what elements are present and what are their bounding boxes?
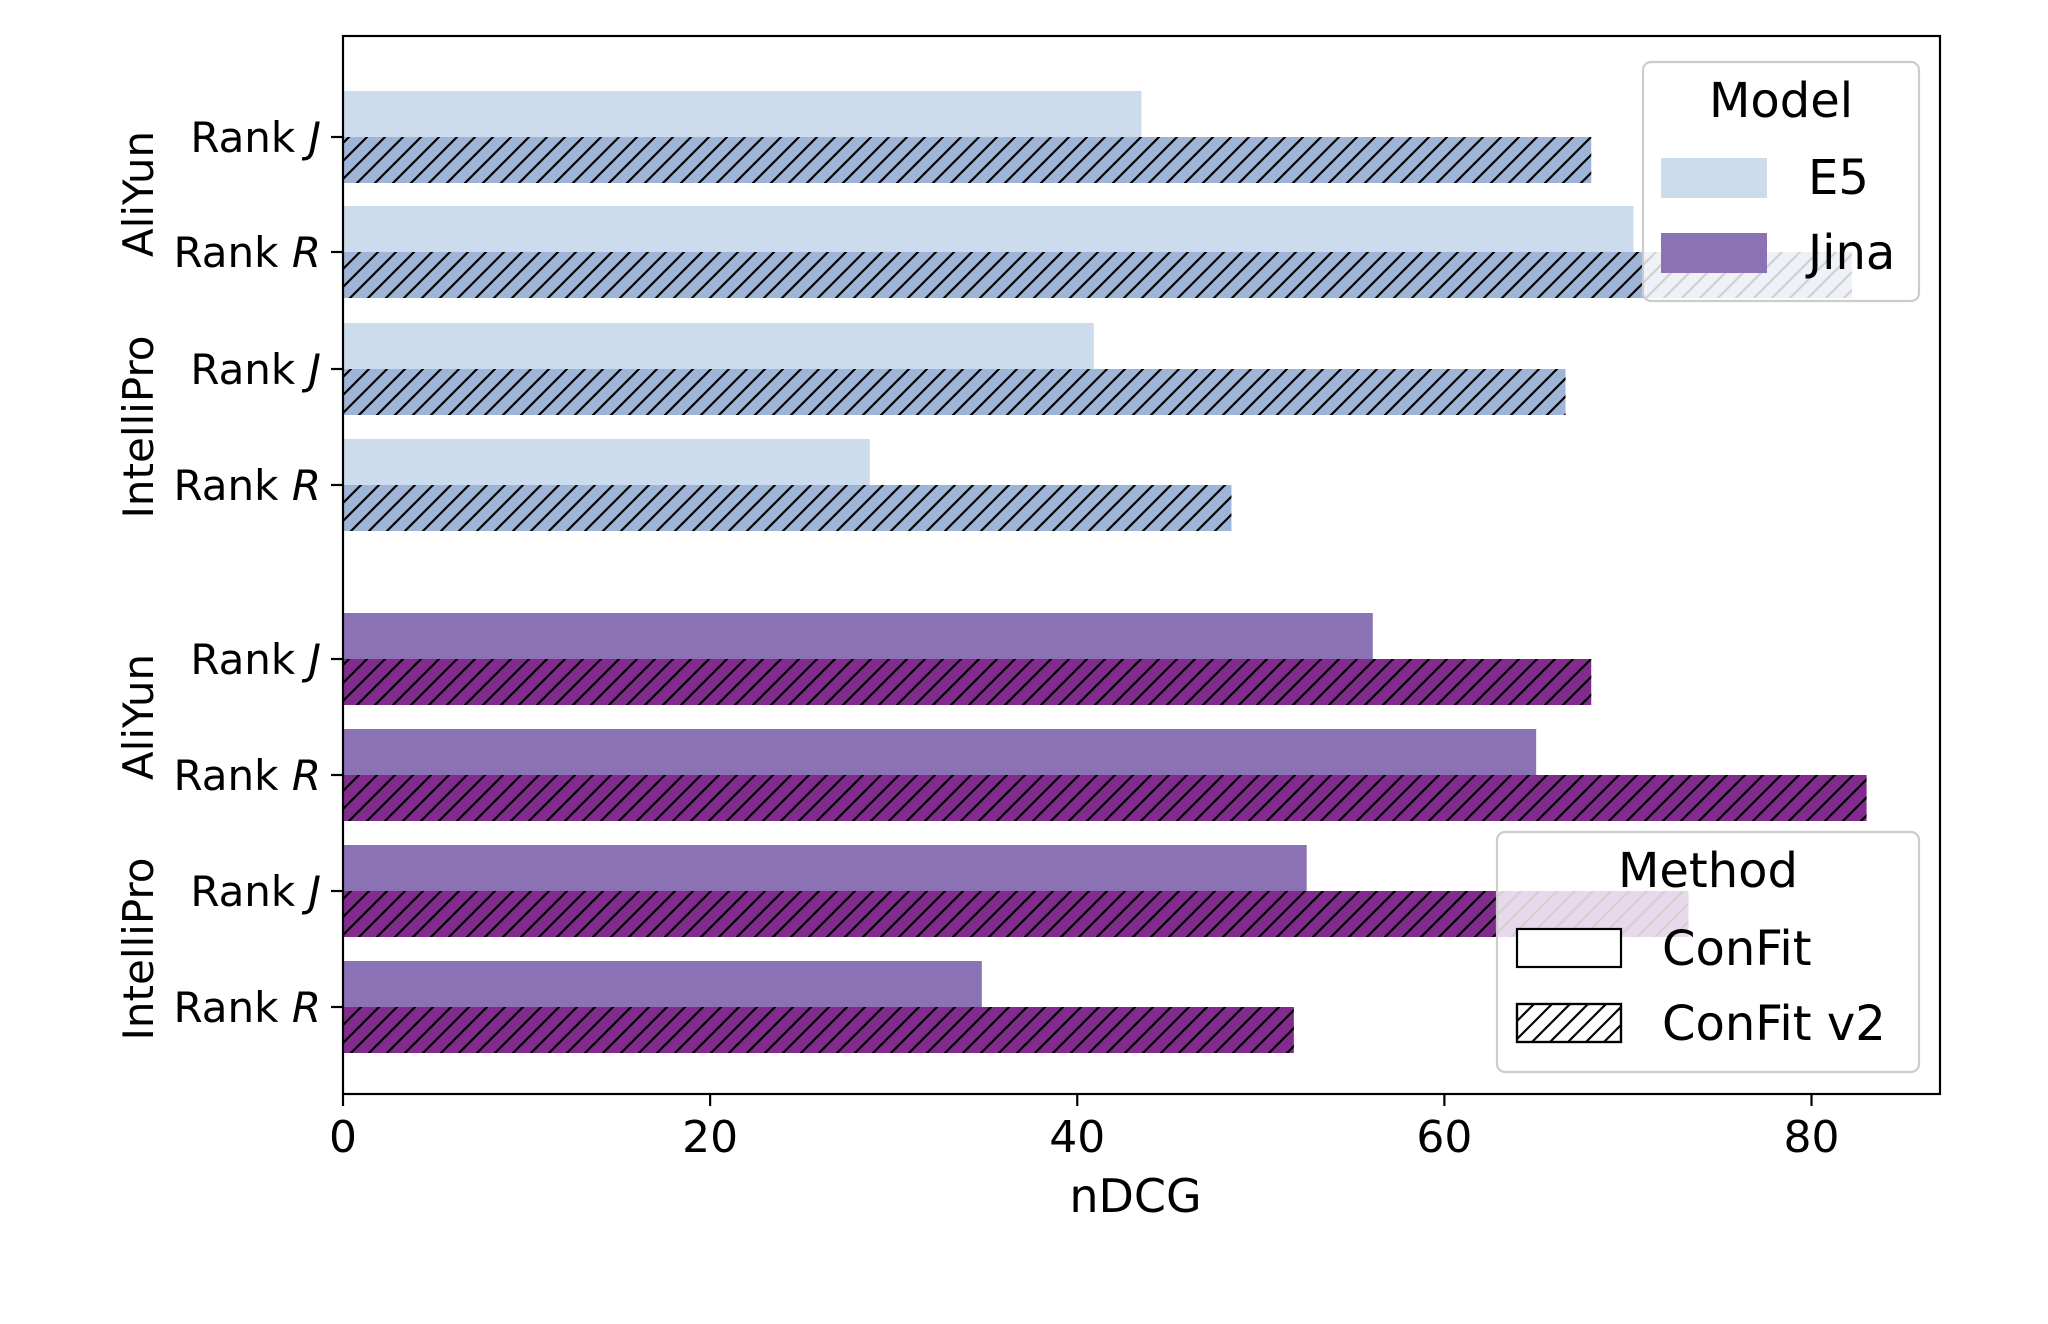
bar-e5-intellipro-rank-j-confit: [343, 323, 1094, 369]
group-label-aliyun: AliYun: [114, 654, 163, 780]
group-label-intellipro: IntelliPro: [114, 858, 163, 1041]
model-legend: Model E5 Jina: [1641, 60, 1921, 303]
y-tick-label: Rank R: [174, 751, 321, 800]
legend-layer: Model E5 Jina Method ConFit ConFit v2: [1495, 60, 1921, 1074]
legend-swatch-jina: [1661, 233, 1767, 273]
legend-title: Method: [1618, 843, 1798, 899]
group-label-intellipro: IntelliPro: [114, 336, 163, 519]
legend-label-e5: E5: [1808, 150, 1869, 206]
bar-jina-aliyun-rank-j-confit: [343, 613, 1373, 659]
x-tick-label: 20: [682, 1112, 738, 1163]
bar-hatch-overlay: [343, 1007, 1294, 1053]
bar-hatch-overlay: [343, 891, 1689, 937]
bar-hatch-overlay: [343, 369, 1566, 415]
x-tick-label: 80: [1784, 1112, 1840, 1163]
bar-hatch-overlay: [343, 252, 1852, 298]
legend-title: Model: [1709, 73, 1853, 129]
x-tick-label: 0: [329, 1112, 357, 1163]
legend-label-confit-v2: ConFit v2: [1662, 996, 1886, 1052]
method-legend: Method ConFit ConFit v2: [1495, 830, 1921, 1074]
y-tick-label: Rank R: [174, 983, 321, 1032]
plot-frame: [341, 34, 1942, 1096]
bar-jina-intellipro-rank-j-confit: [343, 845, 1307, 891]
legend-swatch-e5: [1661, 158, 1767, 198]
x-tick-label: 40: [1049, 1112, 1105, 1163]
bar-e5-intellipro-rank-r-confit: [343, 439, 870, 485]
bar-hatch-overlay: [343, 137, 1592, 183]
bar-hatch-overlay: [343, 775, 1867, 821]
bar-hatch-overlay: [343, 485, 1232, 531]
bar-hatch-overlay: [343, 659, 1592, 705]
x-tick-label: 60: [1416, 1112, 1472, 1163]
y-tick-label: Rank R: [174, 228, 321, 277]
bar-e5-aliyun-rank-j-confit: [343, 91, 1142, 137]
bar-e5-aliyun-rank-r-confit: [343, 206, 1634, 252]
bars-layer: [343, 91, 1867, 1053]
legend-swatch-confit: [1515, 927, 1623, 969]
bar-jina-aliyun-rank-r-confit: [343, 729, 1537, 775]
y-tick-label: Rank J: [190, 113, 321, 162]
legend-swatch-hatch: [1515, 1002, 1623, 1044]
y-tick-label: Rank J: [190, 345, 321, 394]
legend-label-confit: ConFit: [1662, 921, 1812, 977]
bar-jina-intellipro-rank-r-confit: [343, 961, 982, 1007]
y-tick-label: Rank J: [190, 635, 321, 684]
axes-layer: 0 20 40 60 80 nDCG Rank J Rank R Rank J Rank R Ran…: [114, 34, 1942, 1223]
group-label-aliyun: AliYun: [114, 131, 163, 257]
legend-label-jina: Jina: [1805, 225, 1895, 281]
y-tick-label: Rank R: [174, 461, 321, 510]
x-axis-title: nDCG: [1069, 1169, 1201, 1223]
y-tick-label: Rank J: [190, 867, 321, 916]
